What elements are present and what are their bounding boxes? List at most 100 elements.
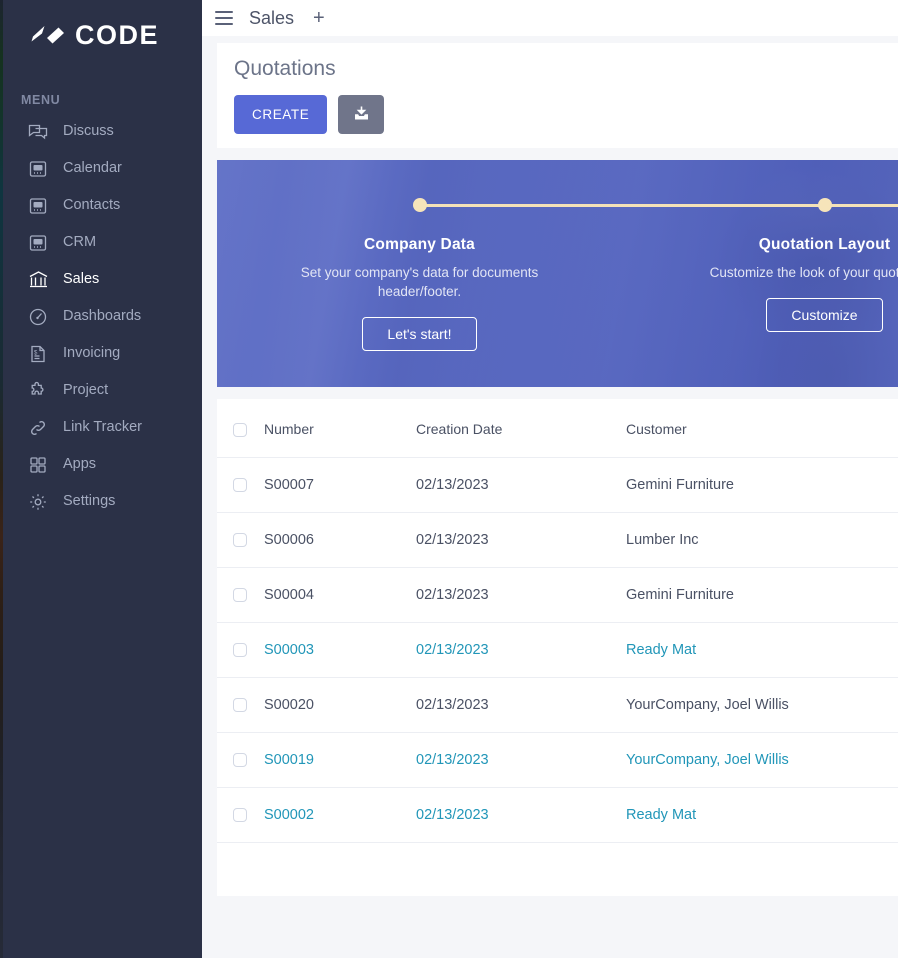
page-actions: CREATE: [234, 95, 898, 134]
onboarding-steps: Company Data Set your company's data for…: [217, 160, 898, 387]
cell-date: 02/13/2023: [416, 677, 626, 733]
cell-date: 02/13/2023: [416, 787, 626, 843]
code-chevrons-logo-icon: [31, 24, 65, 48]
sidebar-item-label: Contacts: [63, 197, 121, 214]
download-button[interactable]: [338, 95, 385, 134]
topbar-title: Sales: [249, 7, 295, 28]
cell-date: 02/13/2023: [416, 512, 626, 568]
row-checkbox[interactable]: [233, 753, 247, 768]
top-bar: Sales +: [202, 0, 898, 36]
sidebar-item-contacts[interactable]: Contacts: [3, 187, 202, 224]
row-checkbox-cell: [217, 567, 264, 623]
step-title: Company Data: [364, 236, 475, 253]
apps-icon: [27, 454, 49, 476]
project-icon: [27, 380, 49, 402]
table-footer: [217, 842, 898, 897]
row-checkbox[interactable]: [233, 588, 247, 603]
table-row[interactable]: S00003 02/13/2023 Ready Mat: [217, 622, 898, 678]
step-dot[interactable]: [817, 198, 832, 212]
sidebar-item-apps[interactable]: Apps: [3, 446, 202, 483]
sidebar-item-settings[interactable]: Settings: [3, 483, 202, 520]
step-description: Set your company's data for documents he…: [300, 265, 539, 299]
sidebar-item-label: Settings: [63, 493, 116, 510]
table-row[interactable]: S00004 02/13/2023 Gemini Furniture: [217, 567, 898, 623]
step-connector-line: [419, 204, 825, 207]
dashboards-icon: [27, 306, 49, 328]
row-checkbox-cell: [217, 787, 264, 843]
sidebar-item-link-tracker[interactable]: Link Tracker: [3, 409, 202, 446]
cell-customer: YourCompany, Joel Willis: [626, 677, 898, 733]
sidebar-item-label: CRM: [63, 234, 97, 251]
row-checkbox-cell: [217, 622, 264, 678]
brand[interactable]: CODE: [3, 0, 202, 49]
sidebar-item-label: Invoicing: [63, 345, 121, 362]
sidebar-item-dashboards[interactable]: Dashboards: [3, 298, 202, 335]
table-row[interactable]: S00007 02/13/2023 Gemini Furniture: [217, 457, 898, 513]
sidebar-item-label: Discuss: [63, 123, 114, 140]
contacts-icon: [27, 195, 49, 217]
sidebar-item-invoicing[interactable]: $ Invoicing: [3, 335, 202, 372]
page-title: Quotations: [234, 57, 336, 80]
row-checkbox[interactable]: [233, 478, 247, 493]
table-row[interactable]: S00020 02/13/2023 YourCompany, Joel Will…: [217, 677, 898, 733]
step-description: Customize the look of your quotations.: [709, 265, 898, 280]
row-checkbox[interactable]: [233, 698, 247, 713]
cell-number: S00019: [264, 732, 416, 788]
quotations-table: Number Creation Date Customer S00007 02/…: [217, 399, 898, 843]
column-header-customer[interactable]: Customer: [626, 421, 687, 438]
sidebar-item-calendar[interactable]: Calendar: [3, 150, 202, 187]
banner-color-overlay: [217, 160, 898, 387]
step-title: Quotation Layout: [758, 236, 891, 253]
table-header-row: Number Creation Date Customer: [217, 399, 898, 458]
sidebar-item-sales[interactable]: Sales: [3, 261, 202, 298]
select-all-cell: [217, 399, 264, 458]
cell-number: S00007: [264, 457, 416, 513]
step-dot[interactable]: [412, 198, 427, 212]
cell-customer: Ready Mat: [626, 787, 898, 843]
sidebar-section-label: MENU: [21, 93, 61, 107]
create-button[interactable]: CREATE: [234, 95, 328, 134]
cell-number: S00003: [264, 622, 416, 678]
hamburger-icon[interactable]: [215, 11, 233, 25]
main-content: Quotations CREATE: [202, 36, 898, 958]
plus-icon[interactable]: +: [313, 7, 325, 29]
table-row[interactable]: S00006 02/13/2023 Lumber Inc: [217, 512, 898, 568]
sidebar-item-label: Calendar: [63, 160, 122, 177]
onboarding-banner: Company Data Set your company's data for…: [217, 160, 898, 387]
sidebar-nav: Discuss Calendar: [3, 113, 202, 520]
cell-customer: Gemini Furniture: [626, 457, 898, 513]
settings-icon: [27, 491, 49, 513]
sidebar-item-project[interactable]: Project: [3, 372, 202, 409]
sidebar-item-discuss[interactable]: Discuss: [3, 113, 202, 150]
table-body: S00007 02/13/2023 Gemini Furniture S0000…: [217, 457, 898, 843]
svg-text:$: $: [34, 350, 38, 356]
column-header-number[interactable]: Number: [264, 421, 314, 438]
onboarding-step-company-data: Company Data Set your company's data for…: [217, 160, 825, 351]
cell-date: 02/13/2023: [416, 457, 626, 513]
row-checkbox[interactable]: [233, 533, 247, 548]
background-window-strip: [0, 0, 3, 958]
sidebar: CODE MENU Discuss: [0, 0, 202, 958]
cell-date: 02/13/2023: [416, 622, 626, 678]
onboarding-step-quotation-layout: Quotation Layout Customize the look of y…: [622, 160, 898, 332]
select-all-checkbox[interactable]: [233, 423, 247, 438]
row-checkbox-cell: [217, 732, 264, 788]
crm-icon: [27, 232, 49, 254]
row-checkbox[interactable]: [233, 643, 247, 658]
customize-button[interactable]: Customize: [766, 298, 883, 332]
sidebar-item-crm[interactable]: CRM: [3, 224, 202, 261]
cell-date: 02/13/2023: [416, 732, 626, 788]
row-checkbox-cell: [217, 677, 264, 733]
sales-icon: [27, 269, 49, 291]
row-checkbox[interactable]: [233, 808, 247, 823]
lets-start-button[interactable]: Let's start!: [362, 317, 477, 351]
table-row[interactable]: S00002 02/13/2023 Ready Mat: [217, 787, 898, 843]
page-header-panel: Quotations CREATE: [217, 43, 898, 148]
column-header-creation-date[interactable]: Creation Date: [416, 421, 503, 438]
brand-name: CODE: [75, 20, 160, 50]
sidebar-item-label: Sales: [63, 271, 100, 288]
table-row[interactable]: S00019 02/13/2023 YourCompany, Joel Will…: [217, 732, 898, 788]
calendar-icon: [27, 158, 49, 180]
table-head: Number Creation Date Customer: [217, 399, 898, 458]
